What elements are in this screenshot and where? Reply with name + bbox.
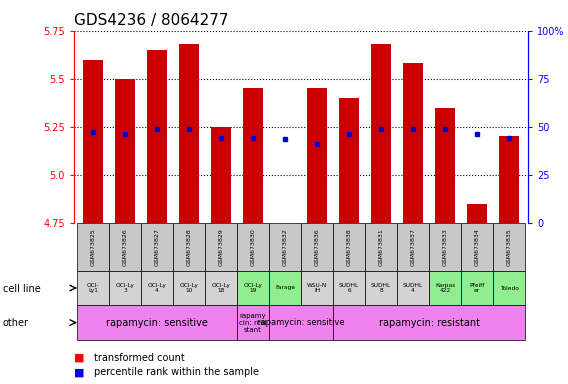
- Bar: [397, 271, 429, 305]
- Bar: [365, 271, 397, 305]
- Text: ■: ■: [74, 367, 84, 377]
- Bar: [109, 223, 141, 271]
- Bar: [333, 305, 525, 340]
- Text: SUDHL
8: SUDHL 8: [371, 283, 391, 293]
- Bar: [436, 108, 454, 223]
- Bar: [340, 98, 358, 223]
- Text: rapamycin: sensitive: rapamycin: sensitive: [106, 318, 208, 328]
- Text: OCI-Ly
10: OCI-Ly 10: [179, 283, 198, 293]
- Bar: [77, 271, 109, 305]
- Bar: [461, 271, 493, 305]
- Text: GSM673836: GSM673836: [315, 228, 320, 266]
- Text: GSM673825: GSM673825: [90, 228, 95, 266]
- Text: OCI-Ly
19: OCI-Ly 19: [244, 283, 262, 293]
- Text: GSM673838: GSM673838: [346, 228, 352, 266]
- Text: GDS4236 / 8064277: GDS4236 / 8064277: [74, 13, 228, 28]
- Bar: [301, 223, 333, 271]
- Text: Karpas
422: Karpas 422: [435, 283, 455, 293]
- Text: ■: ■: [74, 353, 84, 363]
- Text: rapamycin: resistant: rapamycin: resistant: [378, 318, 479, 328]
- Text: GSM673833: GSM673833: [442, 228, 448, 266]
- Bar: [403, 63, 423, 223]
- Bar: [493, 223, 525, 271]
- Bar: [179, 44, 199, 223]
- Bar: [467, 204, 487, 223]
- Text: Toledo: Toledo: [500, 285, 519, 291]
- Text: Pfeiff
er: Pfeiff er: [469, 283, 485, 293]
- Bar: [211, 127, 231, 223]
- Bar: [269, 223, 301, 271]
- Bar: [429, 271, 461, 305]
- Bar: [237, 271, 269, 305]
- Bar: [237, 223, 269, 271]
- Bar: [429, 223, 461, 271]
- Bar: [237, 305, 269, 340]
- Text: OCI-Ly
18: OCI-Ly 18: [212, 283, 231, 293]
- Bar: [365, 223, 397, 271]
- Bar: [173, 271, 205, 305]
- Text: GSM673832: GSM673832: [282, 228, 287, 266]
- Bar: [461, 223, 493, 271]
- Bar: [307, 88, 327, 223]
- Text: percentile rank within the sample: percentile rank within the sample: [94, 367, 258, 377]
- Text: WSU-N
IH: WSU-N IH: [307, 283, 327, 293]
- Text: OCI-
Ly1: OCI- Ly1: [87, 283, 99, 293]
- Bar: [333, 223, 365, 271]
- Bar: [109, 271, 141, 305]
- Text: GSM673830: GSM673830: [250, 228, 256, 266]
- Text: GSM673828: GSM673828: [186, 228, 191, 266]
- Text: GSM673831: GSM673831: [378, 228, 383, 266]
- Bar: [244, 88, 262, 223]
- Bar: [141, 223, 173, 271]
- Text: GSM673829: GSM673829: [219, 228, 224, 266]
- Text: GSM673835: GSM673835: [507, 228, 512, 266]
- Bar: [269, 305, 333, 340]
- Bar: [83, 60, 103, 223]
- Text: GSM673837: GSM673837: [411, 228, 416, 266]
- Text: GSM673826: GSM673826: [123, 228, 128, 266]
- Bar: [148, 50, 166, 223]
- Text: other: other: [3, 318, 29, 328]
- Bar: [397, 223, 429, 271]
- Bar: [205, 223, 237, 271]
- Bar: [205, 271, 237, 305]
- Text: cell line: cell line: [3, 284, 40, 294]
- Bar: [77, 223, 109, 271]
- Bar: [77, 305, 237, 340]
- Bar: [371, 44, 391, 223]
- Bar: [333, 271, 365, 305]
- Bar: [301, 271, 333, 305]
- Text: transformed count: transformed count: [94, 353, 185, 363]
- Text: OCI-Ly
3: OCI-Ly 3: [116, 283, 135, 293]
- Bar: [115, 79, 135, 223]
- Text: SUDHL
6: SUDHL 6: [339, 283, 359, 293]
- Text: rapamy
cin: resi
stant: rapamy cin: resi stant: [239, 313, 267, 333]
- Text: GSM673827: GSM673827: [154, 228, 160, 266]
- Bar: [499, 136, 519, 223]
- Bar: [493, 271, 525, 305]
- Text: OCI-Ly
4: OCI-Ly 4: [148, 283, 166, 293]
- Text: Farage: Farage: [275, 285, 295, 291]
- Bar: [141, 271, 173, 305]
- Text: rapamycin: sensitive: rapamycin: sensitive: [257, 318, 345, 327]
- Bar: [269, 271, 301, 305]
- Bar: [173, 223, 205, 271]
- Text: SUDHL
4: SUDHL 4: [403, 283, 423, 293]
- Text: GSM673834: GSM673834: [474, 228, 479, 266]
